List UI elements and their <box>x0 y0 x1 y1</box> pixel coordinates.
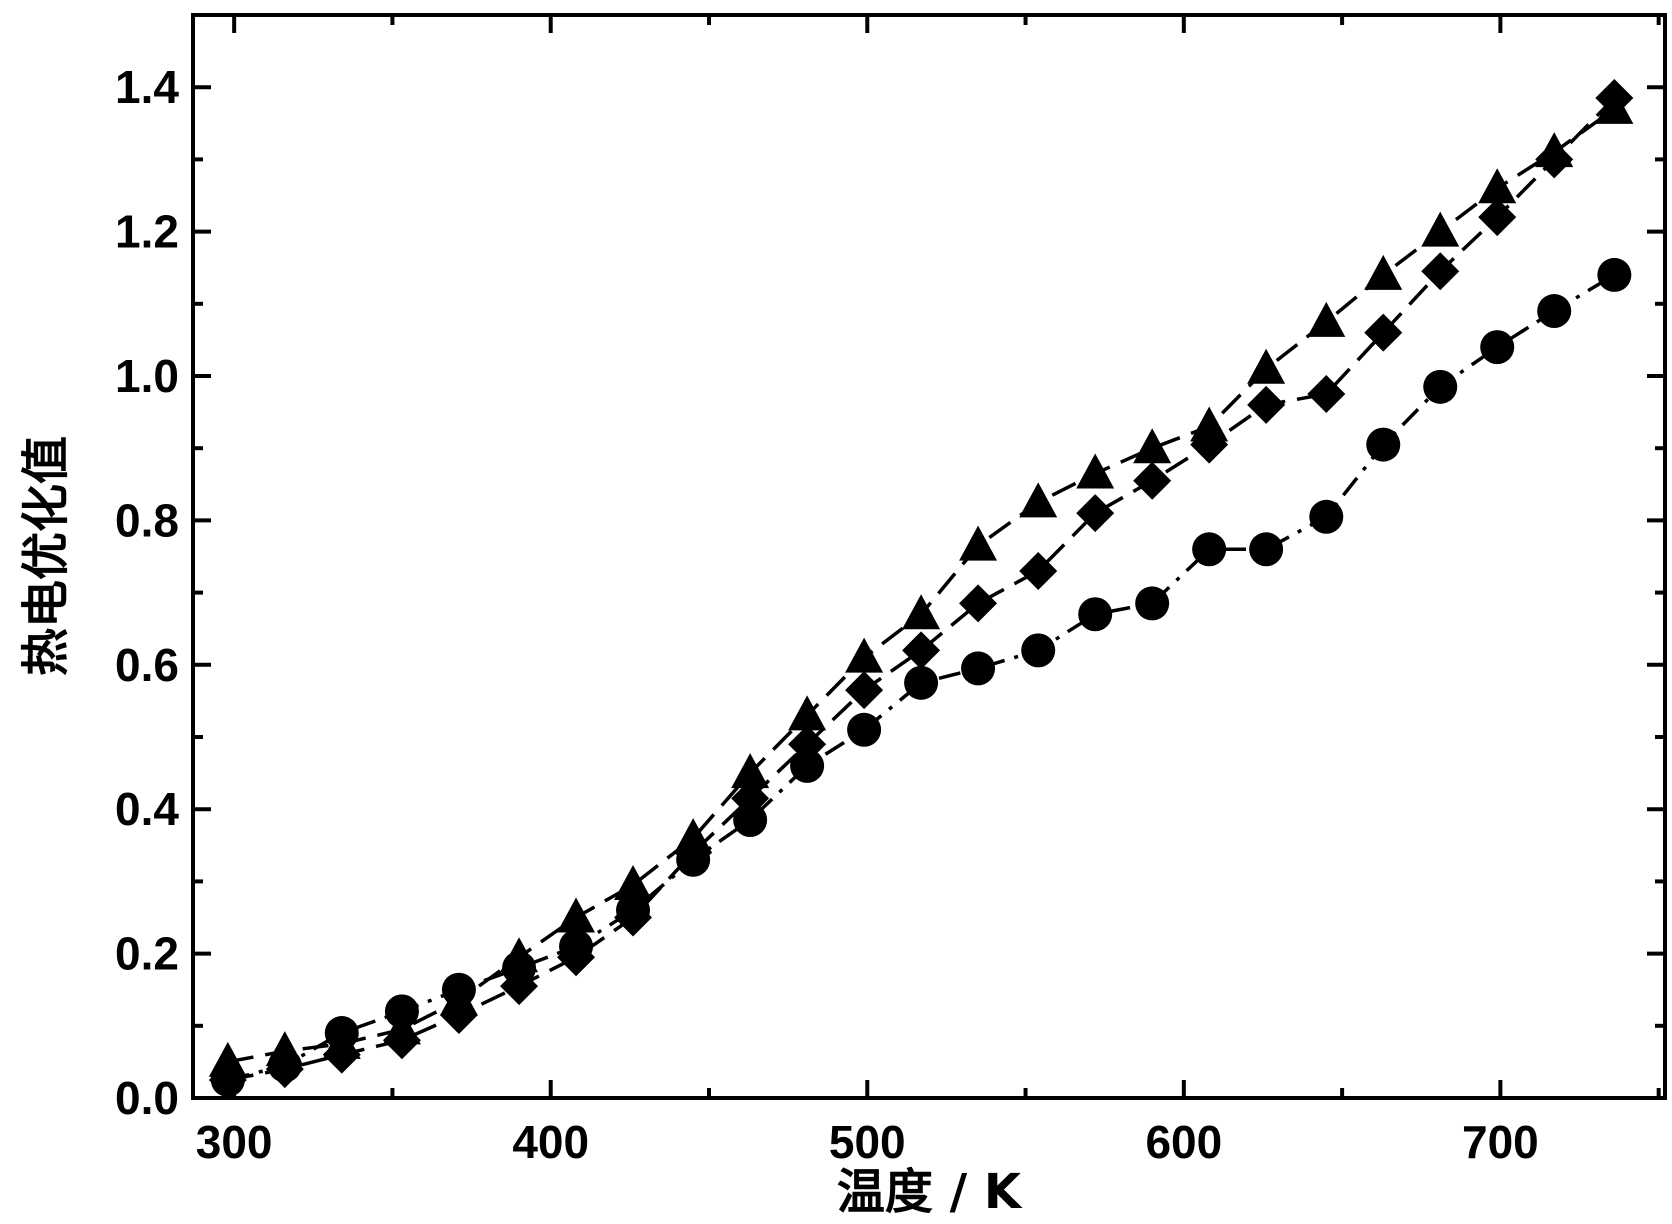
y-tick-label: 1.0 <box>115 350 179 402</box>
x-tick-label: 400 <box>512 1116 589 1168</box>
data-point-triangle <box>1421 212 1459 247</box>
data-point-diamond <box>959 584 997 622</box>
series-triangle <box>209 89 1634 1077</box>
data-point-triangle <box>959 526 997 561</box>
y-tick-label: 1.4 <box>115 61 179 113</box>
data-point-triangle <box>614 865 652 900</box>
data-point-circle <box>1597 258 1631 292</box>
data-point-diamond <box>1247 386 1285 424</box>
data-point-circle <box>1423 370 1457 404</box>
data-point-diamond <box>1478 198 1516 236</box>
data-point-circle <box>1021 633 1055 667</box>
y-tick-label: 0.4 <box>115 783 179 835</box>
series-line-triangle <box>228 109 1615 1062</box>
data-point-triangle <box>1247 349 1285 384</box>
data-point-circle <box>1537 294 1571 328</box>
series-line-diamond <box>228 98 1615 1080</box>
data-point-circle <box>1249 532 1283 566</box>
data-point-diamond <box>1133 462 1171 500</box>
data-point-triangle <box>557 898 595 933</box>
x-tick-label: 700 <box>1462 1116 1539 1168</box>
data-point-triangle <box>266 1031 304 1066</box>
x-tick-label: 300 <box>196 1116 273 1168</box>
data-point-triangle <box>902 594 940 629</box>
plot-frame <box>193 15 1665 1098</box>
y-axis: 0.0 0.2 0.4 0.6 0.8 1.0 1.2 1.4 <box>115 15 1665 1124</box>
x-tick-label: 500 <box>829 1116 906 1168</box>
data-point-triangle <box>1133 428 1171 463</box>
data-point-triangle <box>788 695 826 730</box>
y-axis-title: 热电优化值 <box>18 436 74 676</box>
data-point-triangle <box>1019 482 1057 517</box>
data-point-circle <box>1480 330 1514 364</box>
y-tick-label: 0.0 <box>115 1072 179 1124</box>
data-point-diamond <box>1421 252 1459 290</box>
y-tick-label: 0.2 <box>115 928 179 980</box>
data-point-triangle <box>1307 302 1345 337</box>
data-point-circle <box>1135 586 1169 620</box>
data-point-circle <box>1078 597 1112 631</box>
data-point-triangle <box>1535 132 1573 167</box>
data-point-circle <box>1192 532 1226 566</box>
data-point-triangle <box>1364 255 1402 290</box>
series-layer <box>209 79 1634 1099</box>
y-tick-label: 0.6 <box>115 639 179 691</box>
data-point-circle <box>961 651 995 685</box>
data-point-triangle <box>845 638 883 673</box>
x-tick-label: 600 <box>1145 1116 1222 1168</box>
data-point-diamond <box>902 631 940 669</box>
y-tick-label: 0.8 <box>115 494 179 546</box>
series-circle <box>211 258 1632 1097</box>
data-point-circle <box>1309 500 1343 534</box>
data-point-triangle <box>1076 453 1114 488</box>
data-point-triangle <box>500 937 538 972</box>
x-axis-title: 温度 / K <box>837 1164 1023 1220</box>
x-axis: 300 400 500 600 700 <box>196 15 1659 1168</box>
series-diamond <box>209 79 1634 1099</box>
data-point-circle <box>904 666 938 700</box>
data-point-circle <box>1366 428 1400 462</box>
data-point-circle <box>847 713 881 747</box>
y-tick-label: 1.2 <box>115 206 179 258</box>
data-point-triangle <box>1478 168 1516 203</box>
